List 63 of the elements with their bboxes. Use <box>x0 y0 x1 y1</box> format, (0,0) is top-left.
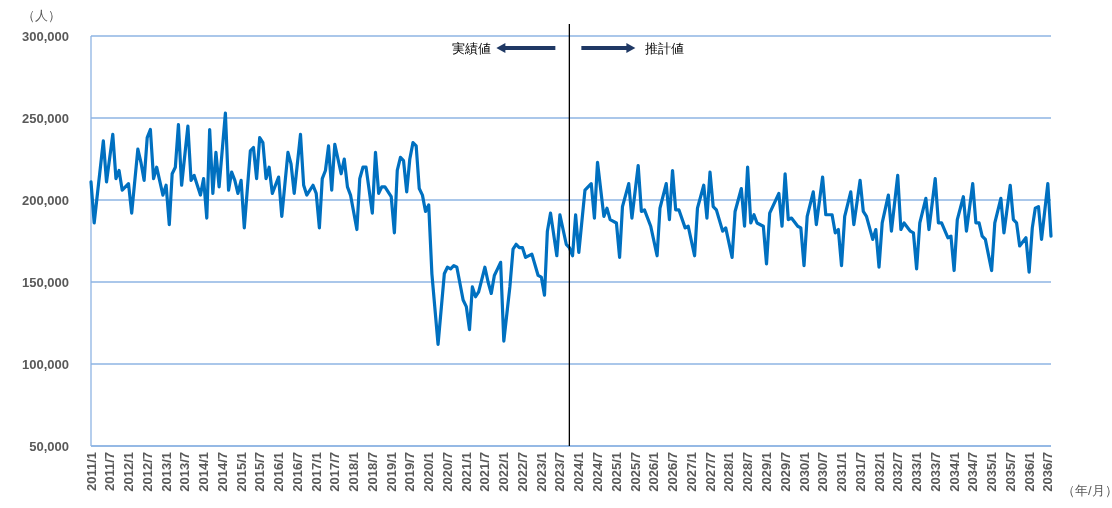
x-tick-label: 2022/7 <box>514 452 530 492</box>
x-tick-label: 2019/1 <box>383 452 399 492</box>
x-tick-label: 2018/7 <box>364 452 380 492</box>
x-tick-label: 2024/1 <box>571 452 587 492</box>
x-tick-label: 2025/1 <box>608 452 624 492</box>
x-tick-label: 2031/1 <box>834 452 850 492</box>
x-tick-label: 2030/7 <box>815 452 831 492</box>
x-tick-label: 2034/7 <box>965 452 981 492</box>
annotation: 推計値 <box>645 40 685 56</box>
x-tick-label: 2015/7 <box>252 452 268 492</box>
x-tick-label: 2032/7 <box>890 452 906 492</box>
x-tick-label: 2023/7 <box>552 452 568 492</box>
x-tick-label: 2012/1 <box>121 452 137 492</box>
x-tick-label: 2011/7 <box>102 452 118 492</box>
x-tick-label: 2030/1 <box>796 452 812 492</box>
x-tick-label: 2027/7 <box>702 452 718 492</box>
y-axis-title: （人） <box>22 8 61 23</box>
x-tick-label: 2026/1 <box>646 452 662 492</box>
x-tick-label: 2020/1 <box>421 452 437 492</box>
x-tick-label: 2017/1 <box>308 452 324 492</box>
x-tick-label: 2036/7 <box>1040 452 1056 492</box>
x-tick-label: 2013/1 <box>158 452 174 492</box>
y-tick-label: 250,000 <box>22 110 69 126</box>
x-tick-label: 2024/7 <box>590 452 606 492</box>
y-tick-label: 200,000 <box>22 192 69 208</box>
x-tick-label: 2023/1 <box>533 452 549 492</box>
y-tick-label: 50,000 <box>29 438 69 454</box>
x-tick-label: 2025/7 <box>627 452 643 492</box>
x-tick-label: 2020/7 <box>439 452 455 492</box>
y-tick-label: 300,000 <box>22 28 69 44</box>
x-tick-label: 2012/7 <box>139 452 155 492</box>
x-tick-label: 2035/1 <box>984 452 1000 492</box>
x-tick-label: 2021/1 <box>458 452 474 492</box>
x-tick-label: 2026/7 <box>665 452 681 492</box>
x-tick-label: 2015/1 <box>233 452 249 492</box>
x-tick-label: 2028/7 <box>740 452 756 492</box>
x-tick-label: 2033/1 <box>909 452 925 492</box>
x-tick-label: 2029/1 <box>759 452 775 492</box>
x-tick-label: 2031/7 <box>852 452 868 492</box>
y-tick-label: 100,000 <box>22 356 69 372</box>
x-tick-label: 2034/1 <box>946 452 962 492</box>
x-tick-label: 2027/1 <box>683 452 699 492</box>
x-tick-label: 2035/7 <box>1002 452 1018 492</box>
x-tick-label: 2016/7 <box>289 452 305 492</box>
x-tick-label: 2028/1 <box>721 452 737 492</box>
x-tick-label: 2017/7 <box>327 452 343 492</box>
y-tick-label: 150,000 <box>22 274 69 290</box>
x-tick-label: 2014/7 <box>214 452 230 492</box>
x-axis-title: （年/月） <box>1062 483 1112 498</box>
annotation: 実績値 <box>452 40 492 56</box>
x-tick-label: 2032/1 <box>871 452 887 492</box>
x-tick-label: 2018/1 <box>346 452 362 492</box>
x-tick-label: 2036/1 <box>1021 452 1037 492</box>
x-tick-label: 2022/1 <box>496 452 512 492</box>
x-tick-label: 2029/7 <box>777 452 793 492</box>
x-tick-label: 2013/7 <box>177 452 193 492</box>
x-tick-label: 2014/1 <box>196 452 212 492</box>
line-series <box>89 111 1053 346</box>
x-tick-label: 2033/7 <box>927 452 943 492</box>
x-tick-label: 2011/1 <box>83 452 99 492</box>
x-tick-label: 2019/7 <box>402 452 418 492</box>
x-tick-label: 2016/1 <box>271 452 287 492</box>
x-tick-label: 2021/7 <box>477 452 493 492</box>
